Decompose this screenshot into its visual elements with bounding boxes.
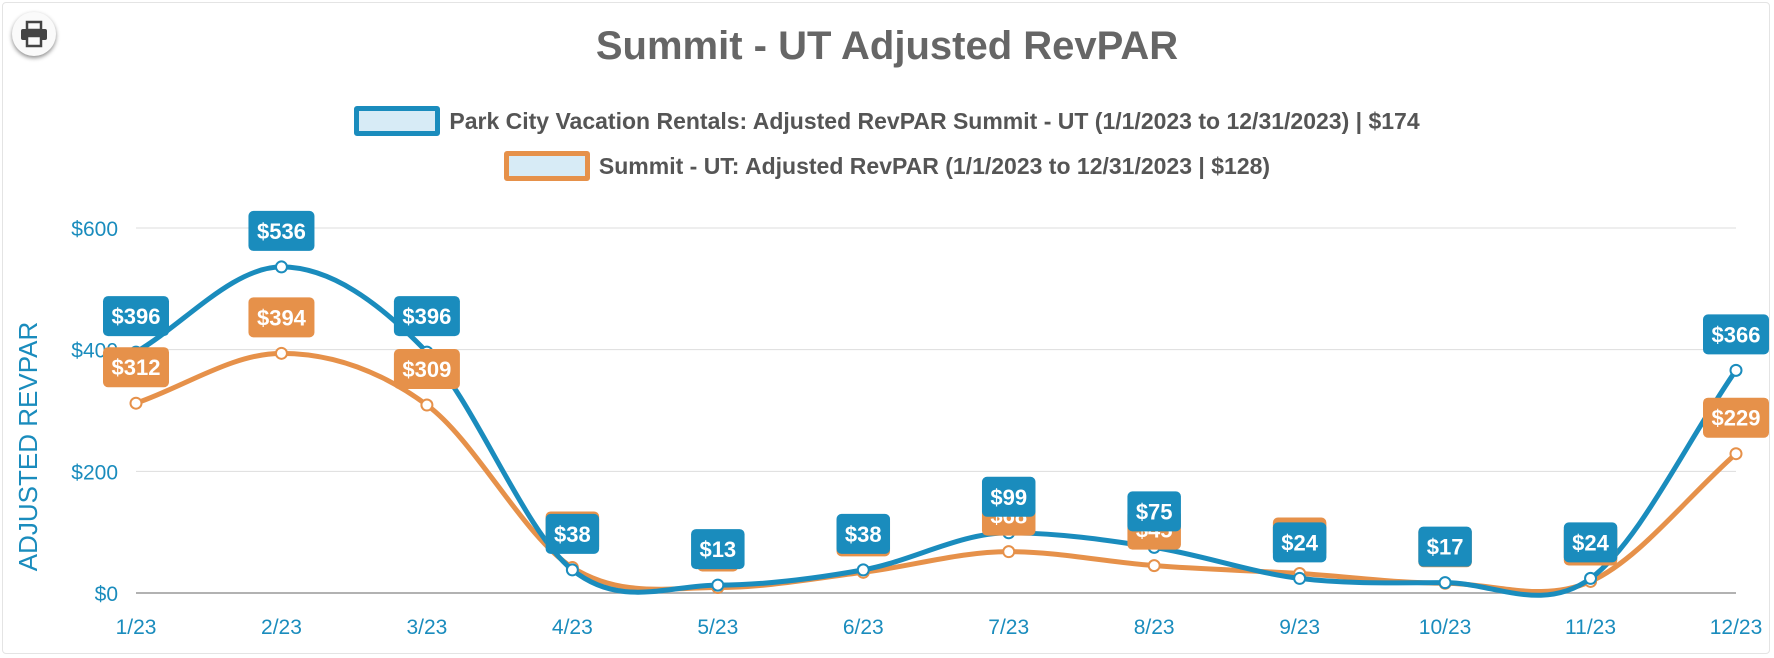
- data-point[interactable]: [1438, 576, 1452, 590]
- data-label-text: $24: [1572, 530, 1609, 555]
- data-label: $396: [103, 296, 169, 337]
- data-point[interactable]: [129, 396, 143, 410]
- y-axis-title: ADJUSTED REVPAR: [13, 322, 43, 571]
- data-label-text: $394: [257, 305, 307, 330]
- data-labels: $312$394$309$42$9$34$68$45$32$16$19$229$…: [103, 210, 1769, 572]
- x-tick-label: 4/23: [552, 616, 593, 639]
- legend-swatch-orange: [503, 151, 590, 181]
- legend-label-summit: Summit - UT: Adjusted RevPAR (1/1/2023 t…: [598, 152, 1271, 179]
- data-label-box: [1127, 491, 1181, 532]
- chart-title: Summit - UT Adjusted RevPAR: [595, 24, 1179, 68]
- data-label: $24: [1272, 522, 1327, 563]
- data-label-box: [691, 529, 745, 570]
- data-label-text: $536: [257, 219, 306, 244]
- data-label-box: [981, 476, 1036, 517]
- data-label-text: $229: [1712, 406, 1761, 431]
- data-label-text: $38: [554, 522, 591, 547]
- data-point[interactable]: [1729, 447, 1743, 461]
- x-tick-label: 5/23: [697, 616, 738, 639]
- data-point[interactable]: [1729, 363, 1743, 377]
- grid-lines: [136, 227, 1736, 594]
- data-label-box: [1418, 526, 1472, 567]
- data-label: $229: [1703, 397, 1769, 438]
- legend-item-park-city[interactable]: Park City Vacation Rentals: Adjusted Rev…: [354, 106, 1420, 136]
- data-label-text: $309: [402, 357, 451, 382]
- data-label-box: [393, 296, 460, 337]
- x-tick-label: 9/23: [1279, 616, 1320, 639]
- x-tick-label: 3/23: [406, 616, 447, 639]
- data-label-box: [248, 210, 315, 251]
- series-line-1: [133, 350, 1739, 594]
- data-label-box: [1703, 314, 1769, 355]
- data-label-text: $75: [1136, 499, 1173, 524]
- x-tick-label: 12/23: [1710, 616, 1763, 639]
- data-label: $394: [248, 297, 315, 338]
- x-tick-label: 6/23: [843, 616, 884, 639]
- series-line-0: [133, 264, 1739, 598]
- data-label: $312: [103, 347, 169, 388]
- series-lines: [129, 260, 1743, 598]
- data-point[interactable]: [1002, 545, 1016, 559]
- data-label-box: [103, 347, 169, 388]
- data-label-box: [248, 297, 315, 338]
- data-point[interactable]: [1293, 571, 1307, 585]
- data-label: $13: [691, 529, 745, 570]
- x-tick-label: 7/23: [988, 616, 1029, 639]
- data-point[interactable]: [565, 563, 579, 577]
- data-label: $17: [1418, 526, 1472, 567]
- data-label: $396: [393, 296, 460, 337]
- data-label: $38: [836, 513, 891, 554]
- data-point[interactable]: [856, 563, 870, 577]
- x-tick-label: 2/23: [261, 616, 302, 639]
- data-point[interactable]: [274, 260, 288, 274]
- data-label: $24: [1563, 522, 1618, 563]
- data-label-box: [103, 296, 169, 337]
- data-label-text: $396: [112, 304, 161, 329]
- data-point[interactable]: [1584, 571, 1598, 585]
- data-point[interactable]: [274, 346, 288, 360]
- data-label: $536: [248, 210, 315, 251]
- data-label-text: $38: [845, 522, 882, 547]
- data-label-box: [1272, 522, 1327, 563]
- legend-item-summit[interactable]: Summit - UT: Adjusted RevPAR (1/1/2023 t…: [503, 151, 1271, 181]
- data-label-box: [545, 513, 600, 554]
- data-label: $38: [545, 513, 600, 554]
- data-point[interactable]: [420, 398, 434, 412]
- data-label-box: [836, 513, 891, 554]
- data-label-text: $396: [402, 304, 451, 329]
- y-tick-label: $200: [71, 461, 118, 484]
- data-label: $309: [393, 349, 460, 390]
- x-tick-label: 8/23: [1134, 616, 1175, 639]
- y-tick-label: $600: [71, 218, 118, 241]
- data-label-text: $312: [112, 355, 161, 380]
- data-label-box: [393, 349, 460, 390]
- x-tick-label: 11/23: [1565, 616, 1616, 639]
- y-tick-label: $0: [95, 583, 118, 606]
- data-point[interactable]: [711, 578, 725, 592]
- data-label-text: $99: [990, 485, 1027, 510]
- data-label-box: [1563, 522, 1618, 563]
- legend-label-park-city: Park City Vacation Rentals: Adjusted Rev…: [449, 107, 1420, 134]
- printer-icon[interactable]: [12, 12, 56, 56]
- x-tick-label: 1/23: [116, 616, 157, 639]
- data-label-text: $13: [699, 537, 736, 562]
- data-label-box: [1703, 397, 1769, 438]
- data-label-text: $24: [1281, 530, 1318, 555]
- x-tick-label: 10/23: [1419, 616, 1472, 639]
- data-label: $99: [981, 476, 1036, 517]
- data-label-text: $17: [1427, 535, 1464, 560]
- data-label: $75: [1127, 491, 1181, 532]
- data-label-text: $366: [1712, 322, 1761, 347]
- data-label: $366: [1703, 314, 1769, 355]
- legend-swatch-blue: [354, 106, 441, 136]
- data-point[interactable]: [1147, 559, 1161, 573]
